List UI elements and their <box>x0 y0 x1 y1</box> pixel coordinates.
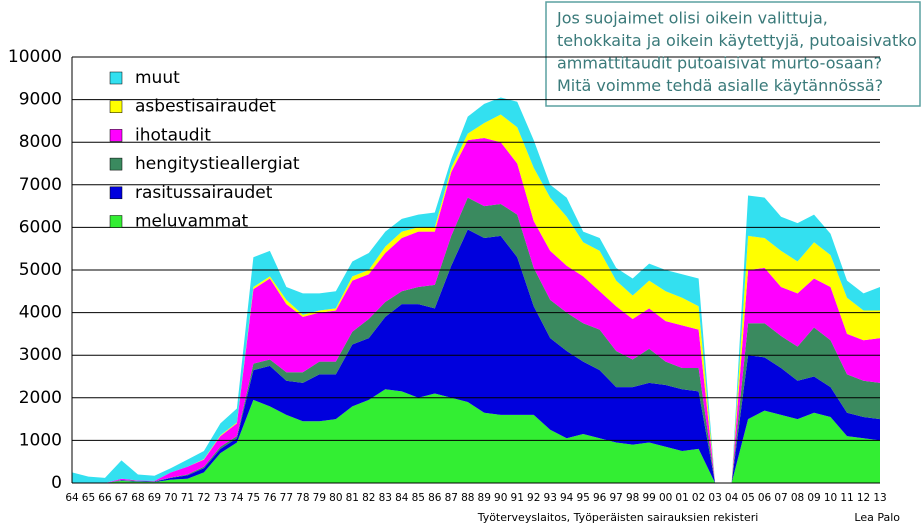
area <box>72 389 880 483</box>
x-tick-label: 06 <box>758 492 772 504</box>
x-tick-label: 70 <box>164 492 177 504</box>
y-tick-label: 9000 <box>19 90 62 110</box>
x-tick-label: 96 <box>593 492 607 504</box>
x-tick-label: 84 <box>395 492 409 504</box>
y-tick-label: 7000 <box>19 175 62 195</box>
y-tick-label: 2000 <box>19 388 62 408</box>
legend-label: ihotaudit <box>135 125 211 145</box>
x-tick-label: 97 <box>609 492 622 504</box>
legend-label: meluvammat <box>135 212 249 232</box>
annotation-line: tehokkaita ja oikein käytettyjä, putoais… <box>557 31 917 50</box>
x-tick-label: 91 <box>511 492 524 504</box>
x-tick-label: 98 <box>626 492 639 504</box>
annotation-box <box>545 1 921 107</box>
x-tick-label: 81 <box>346 492 359 504</box>
y-tick-label: 1000 <box>19 430 62 450</box>
legend-swatch <box>109 100 123 113</box>
x-tick-label: 00 <box>659 492 672 504</box>
legend-label: hengitystieallergiat <box>135 154 300 174</box>
x-tick-label: 76 <box>263 492 277 504</box>
legend-swatch <box>109 157 123 171</box>
y-tick-label: 4000 <box>19 303 62 323</box>
x-tick-label: 88 <box>461 492 474 504</box>
legend-swatch <box>109 129 123 142</box>
x-tick-label: 79 <box>313 492 326 504</box>
x-tick-label: 92 <box>527 492 540 504</box>
y-tick-label: 10000 <box>8 47 62 67</box>
x-tick-label: 13 <box>873 492 886 504</box>
x-tick-label: 73 <box>214 492 227 504</box>
x-tick-label: 89 <box>478 492 491 504</box>
legend-swatch <box>109 215 123 228</box>
legend-label: rasitussairaudet <box>135 183 273 203</box>
y-tick-label: 5000 <box>19 260 62 280</box>
x-tick-label: 12 <box>857 492 870 504</box>
x-tick-label: 90 <box>494 492 507 504</box>
x-tick-label: 77 <box>280 492 293 504</box>
area <box>72 229 880 483</box>
annotation-line: Jos suojaimet olisi oikein valittuja, <box>556 9 828 28</box>
x-tick-label: 86 <box>428 492 442 504</box>
x-tick-label: 03 <box>708 492 721 504</box>
legend-label: muut <box>135 68 180 88</box>
y-tick-label: 8000 <box>19 132 62 152</box>
x-tick-label: 67 <box>115 492 128 504</box>
y-tick-label: 0 <box>51 473 62 493</box>
legend-label: asbestisairaudet <box>135 97 276 117</box>
x-tick-label: 69 <box>148 492 161 504</box>
x-tick-label: 10 <box>824 492 837 504</box>
x-tick-label: 01 <box>675 492 688 504</box>
x-tick-label: 95 <box>576 492 589 504</box>
x-tick-label: 64 <box>65 492 79 504</box>
x-tick-label: 85 <box>412 492 425 504</box>
x-tick-label: 68 <box>131 492 144 504</box>
source: Työterveyslaitos, Työperäisten sairauksi… <box>477 511 759 524</box>
x-tick-label: 05 <box>741 492 754 504</box>
x-tick-label: 74 <box>230 492 244 504</box>
x-tick-label: 78 <box>296 492 309 504</box>
x-tick-label: 09 <box>807 492 820 504</box>
x-tick-label: 65 <box>82 492 95 504</box>
x-tick-label: 02 <box>692 492 705 504</box>
annotation-line: ammattitaudit putoaisivat murto-osaan? <box>557 54 882 73</box>
author: Lea Palo <box>854 511 900 524</box>
x-tick-label: 75 <box>247 492 260 504</box>
x-tick-label: 93 <box>544 492 557 504</box>
annotation-line: Mitä voimme tehdä asialle käytännössä? <box>557 76 883 95</box>
x-tick-label: 80 <box>329 492 342 504</box>
x-tick-label: 99 <box>642 492 655 504</box>
x-tick-label: 72 <box>197 492 210 504</box>
x-tick-label: 94 <box>560 492 574 504</box>
y-tick-label: 6000 <box>19 217 62 237</box>
legend-swatch <box>109 186 123 200</box>
x-tick-label: 08 <box>791 492 804 504</box>
x-tick-label: 66 <box>98 492 112 504</box>
y-tick-label: 3000 <box>19 345 62 365</box>
x-tick-label: 82 <box>362 492 375 504</box>
x-tick-label: 83 <box>379 492 392 504</box>
x-tick-label: 87 <box>445 492 458 504</box>
legend-swatch <box>109 71 123 85</box>
x-tick-label: 11 <box>840 492 853 504</box>
x-tick-label: 71 <box>181 492 194 504</box>
x-tick-label: 04 <box>725 492 739 504</box>
x-tick-label: 07 <box>774 492 787 504</box>
